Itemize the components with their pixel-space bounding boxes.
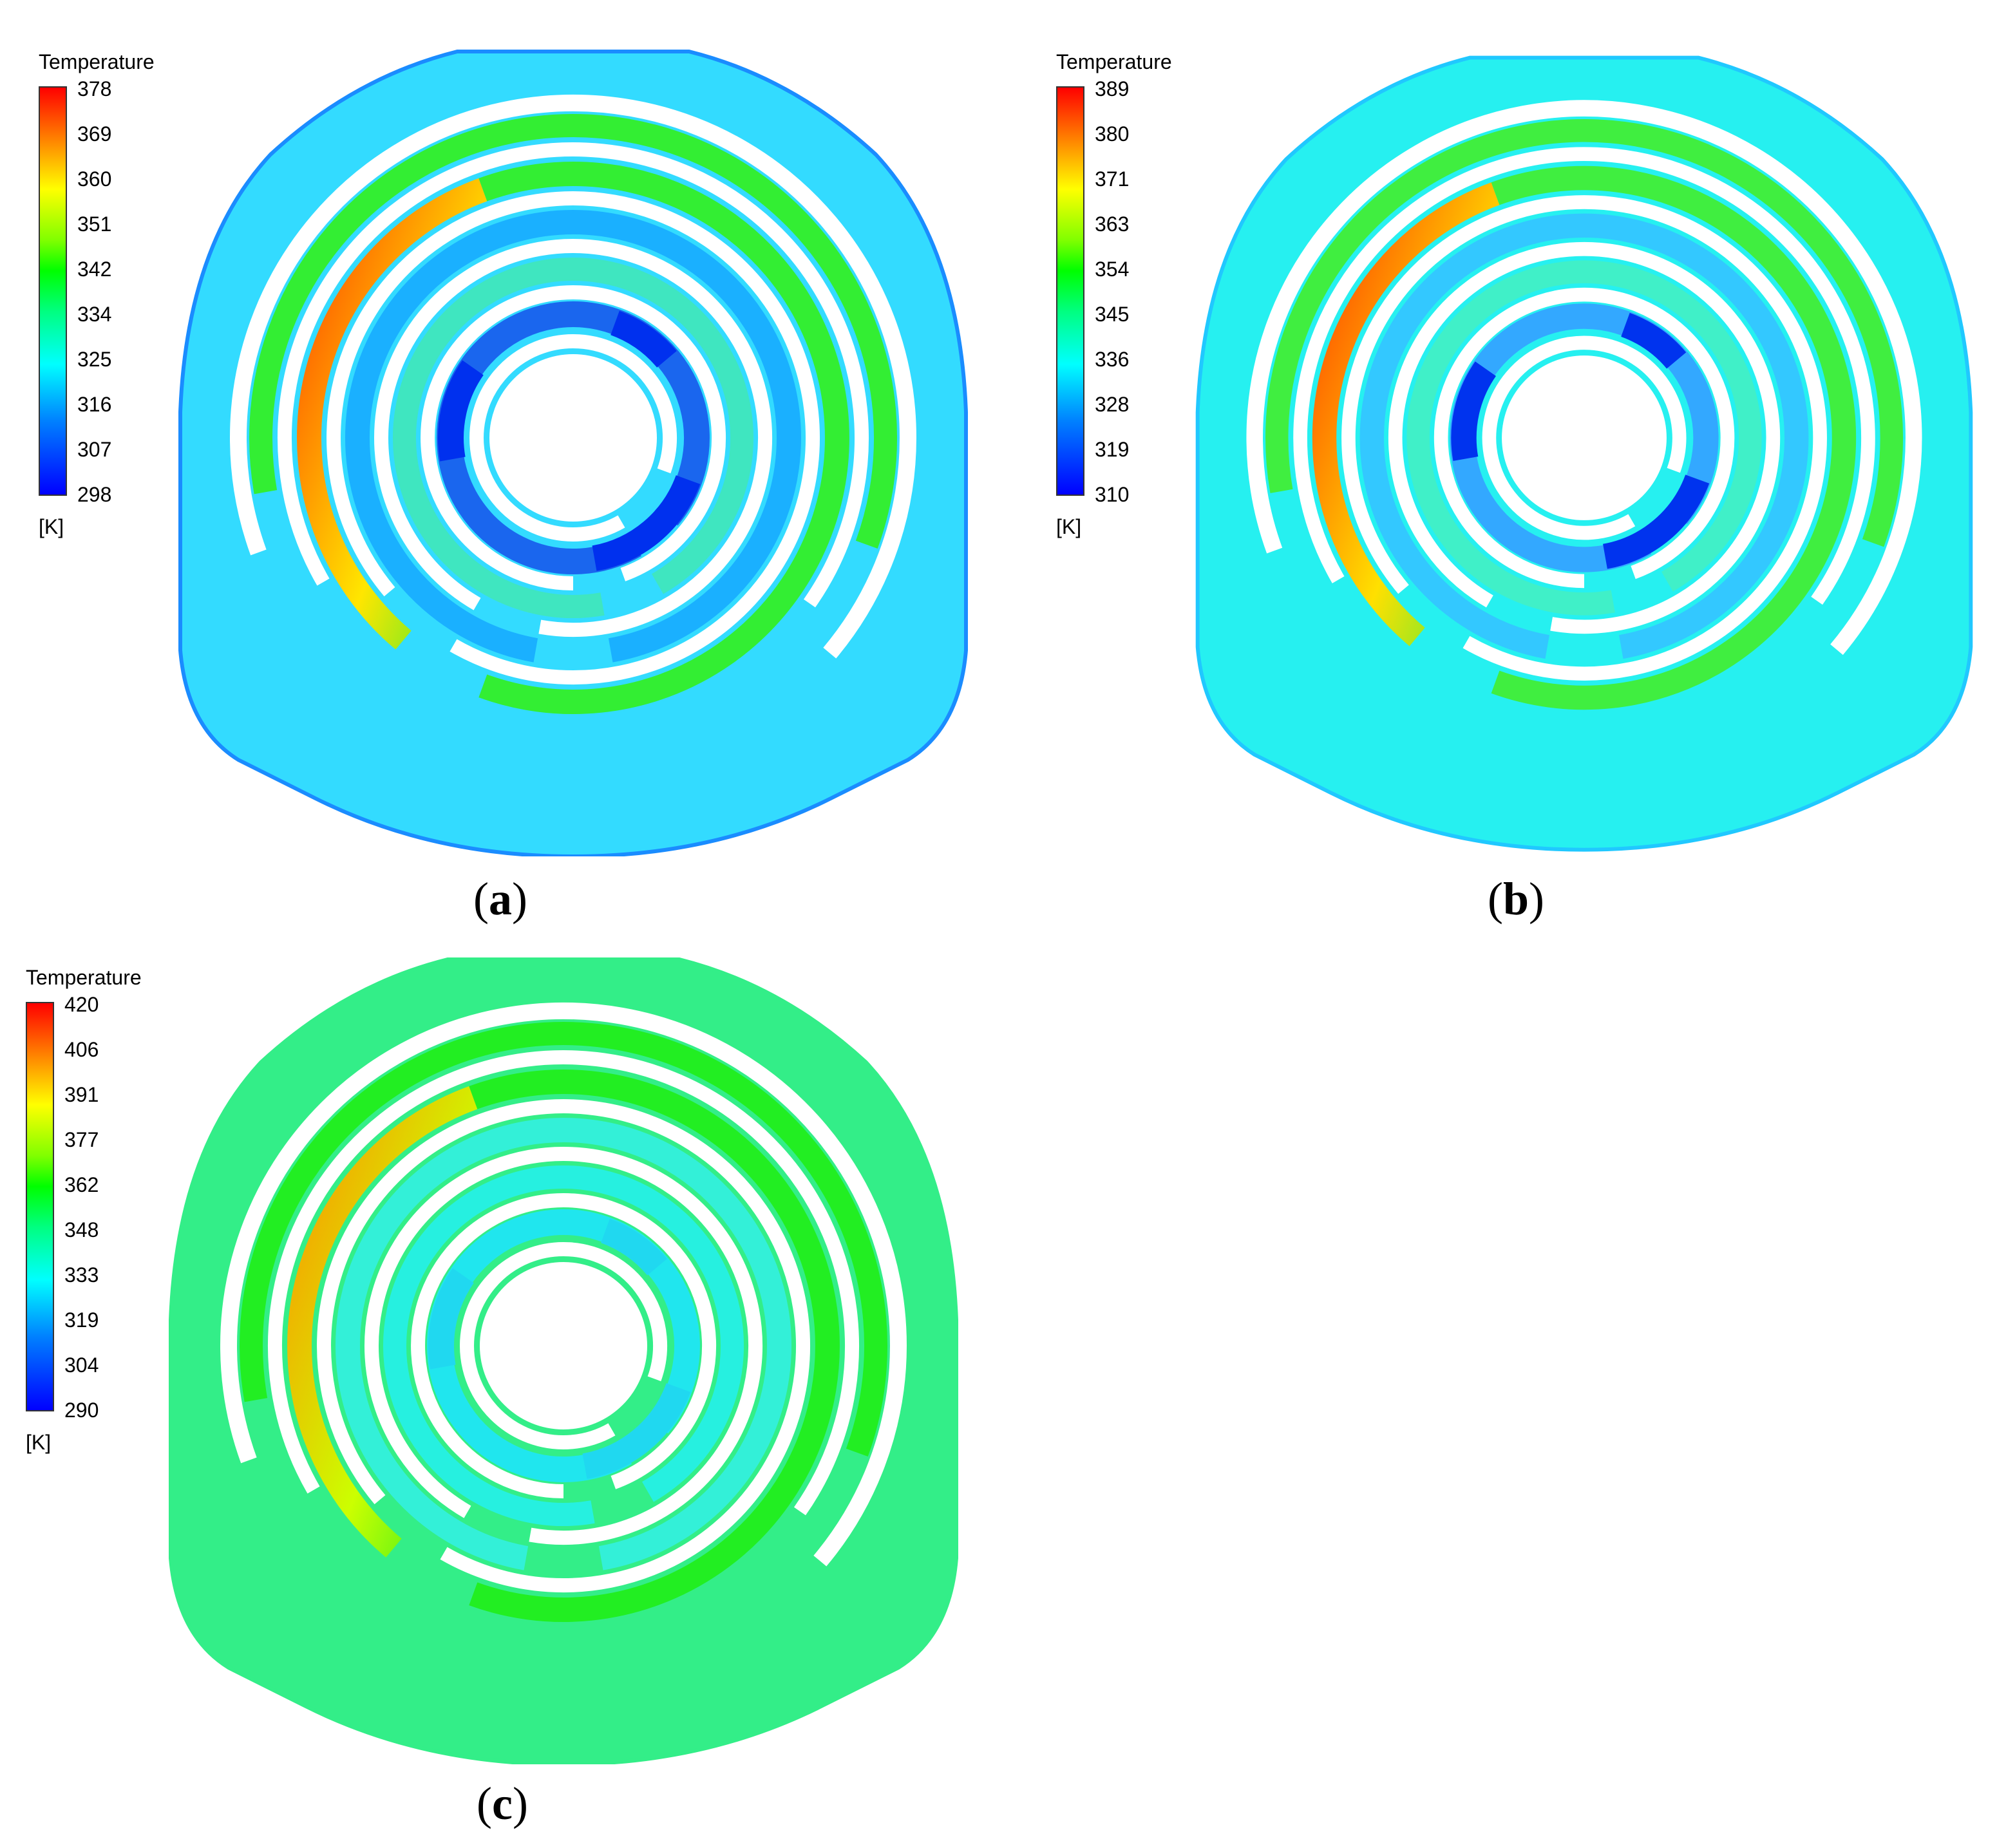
tick-label: 389	[1095, 77, 1130, 100]
tick-label: 369	[77, 122, 112, 146]
tick-label: 348	[64, 1218, 99, 1241]
panel-a: Temperature 378 369 360 351 342 334 325 …	[0, 0, 1005, 925]
inlet	[438, 360, 484, 462]
tick-label: 380	[1095, 122, 1130, 146]
panel-label-c: (c)	[477, 1778, 528, 1829]
tick-label: 371	[1095, 167, 1130, 191]
passage	[268, 1050, 859, 1516]
passage	[426, 1209, 700, 1483]
tick-label: 333	[64, 1263, 99, 1287]
tick-label: 319	[64, 1308, 99, 1332]
inlet	[592, 475, 701, 571]
tick-label: 316	[77, 393, 112, 416]
passage	[336, 1118, 791, 1570]
passage	[383, 1165, 744, 1526]
tick-label: 336	[1095, 348, 1130, 371]
colorbar	[39, 86, 67, 496]
temperature-contour	[169, 957, 958, 1764]
passage	[297, 178, 487, 650]
panel-label-a: (a)	[473, 873, 527, 925]
legend-title: Temperature	[26, 966, 142, 989]
passage	[240, 1022, 888, 1457]
panel-c: Temperature 420 406 391 377 362 348 333 …	[0, 914, 1005, 1842]
passage	[364, 1147, 762, 1545]
passage	[436, 301, 710, 575]
passage	[287, 1086, 478, 1558]
passage	[1359, 213, 1809, 659]
inlet	[1602, 474, 1710, 569]
tick-label: 377	[64, 1128, 99, 1151]
passage	[1265, 119, 1904, 547]
passage	[411, 1193, 717, 1498]
bore	[480, 1262, 647, 1429]
passage	[1341, 195, 1827, 681]
tick-label: 298	[77, 483, 112, 506]
passage	[1312, 182, 1500, 646]
panel-b: Temperature 389 380 371 363 354 345 336 …	[1017, 0, 1996, 925]
passage	[1491, 165, 1857, 710]
passage	[220, 1002, 907, 1567]
tick-label: 351	[77, 212, 112, 236]
passage	[345, 210, 801, 663]
legend-title: Temperature	[1056, 50, 1172, 73]
passage	[249, 114, 898, 549]
passage	[1293, 147, 1875, 605]
bore	[1502, 355, 1667, 520]
passage	[469, 334, 677, 542]
bore	[489, 354, 657, 522]
passage	[421, 285, 726, 590]
passage	[1434, 287, 1735, 589]
inlet	[582, 1382, 691, 1479]
tick-label: 307	[77, 438, 112, 461]
inlet	[1451, 361, 1497, 461]
colorbar	[1056, 86, 1084, 496]
passage	[230, 94, 916, 659]
tick-label: 334	[77, 303, 112, 326]
passage	[1406, 260, 1762, 616]
legend-unit: [K]	[39, 515, 64, 538]
legend-unit: [K]	[1056, 515, 1082, 538]
inlet	[428, 1268, 475, 1370]
passage	[317, 1099, 810, 1593]
inlet	[600, 1218, 667, 1276]
tick-label: 342	[77, 258, 112, 281]
tick-label: 290	[64, 1399, 99, 1422]
passage	[1450, 303, 1719, 572]
passage	[374, 239, 772, 637]
legend-unit: [K]	[26, 1431, 52, 1454]
passage	[327, 191, 820, 685]
tick-label: 363	[1095, 212, 1130, 236]
passage	[1482, 335, 1687, 540]
passage	[460, 1242, 668, 1449]
panel-label-b: (b)	[1488, 873, 1545, 925]
tick-label: 406	[64, 1038, 99, 1061]
tick-label: 420	[64, 993, 99, 1016]
tick-label: 354	[1095, 258, 1130, 281]
passage	[1388, 241, 1781, 634]
passage	[393, 257, 753, 618]
passage	[278, 142, 869, 608]
passage	[1246, 100, 1922, 655]
inlet	[1620, 312, 1687, 369]
tick-label: 325	[77, 348, 112, 371]
tick-label: 319	[1095, 438, 1130, 461]
colorbar	[26, 1002, 54, 1411]
tick-label: 345	[1095, 303, 1130, 326]
temperature-contour	[1195, 55, 1973, 852]
passage	[478, 162, 849, 714]
tick-label: 310	[1095, 483, 1130, 506]
legend-title: Temperature	[39, 50, 155, 73]
passage	[469, 1070, 840, 1622]
tick-label: 391	[64, 1083, 99, 1106]
tick-label: 362	[64, 1173, 99, 1196]
tick-label: 304	[64, 1353, 99, 1377]
tick-label: 328	[1095, 393, 1130, 416]
inlet	[610, 310, 677, 368]
tick-label: 378	[77, 77, 112, 100]
tick-label: 360	[77, 167, 112, 191]
temperature-contour	[178, 50, 968, 856]
